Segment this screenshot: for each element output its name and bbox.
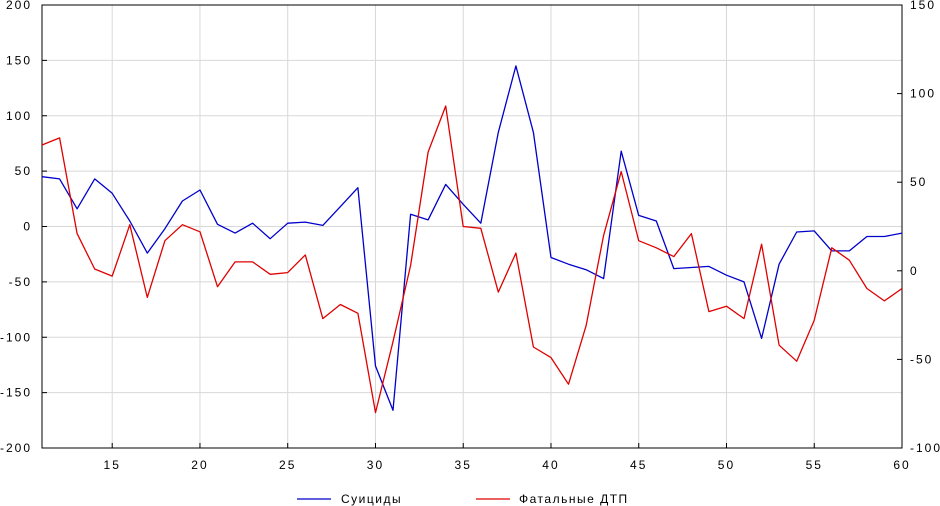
y-left-tick-label: 150: [6, 53, 32, 67]
axis-ticks: 15 20 25 30 35 40 45 50 55 60 -200 -150 -100 -50 0 50 10…: [0, 0, 940, 472]
y-left-tick-label: -150: [0, 386, 32, 400]
y-left-tick-label: -200: [0, 441, 32, 455]
series-lines: [41, 65, 903, 414]
y-left-tick-label: 200: [6, 0, 32, 12]
x-tick-label: 40: [542, 458, 559, 472]
x-tick-label: 15: [104, 458, 121, 472]
y-right-tick-label: -50: [910, 352, 933, 366]
x-tick-label: 30: [367, 458, 384, 472]
x-tick-label: 50: [718, 458, 735, 472]
x-tick-label: 35: [455, 458, 472, 472]
x-tick-label: 20: [191, 458, 208, 472]
legend-label-fatal-accidents: Фатальные ДТП: [519, 492, 629, 506]
y-right-tick-label: -100: [910, 441, 940, 455]
y-left-tick-label: -100: [0, 330, 32, 344]
x-tick-label: 55: [806, 458, 823, 472]
series-line-fatal-accidents: [41, 105, 903, 414]
series-line-suicides: [41, 65, 903, 411]
x-tick-label: 45: [630, 458, 647, 472]
y-left-tick-label: -50: [9, 275, 32, 289]
y-right-tick-label: 0: [910, 264, 919, 278]
y-right-tick-label: 100: [910, 87, 936, 101]
x-tick-label: 25: [279, 458, 296, 472]
y-left-tick-label: 100: [6, 109, 32, 123]
legend: Суициды Фатальные ДТП: [297, 492, 629, 506]
y-right-tick-label: 50: [910, 175, 927, 189]
y-left-tick-label: 0: [23, 220, 32, 234]
y-right-tick-label: 150: [910, 0, 936, 12]
legend-label-suicides: Суициды: [341, 492, 402, 506]
grid: [42, 4, 903, 449]
y-left-tick-label: 50: [15, 164, 32, 178]
x-tick-label: 60: [893, 458, 910, 472]
